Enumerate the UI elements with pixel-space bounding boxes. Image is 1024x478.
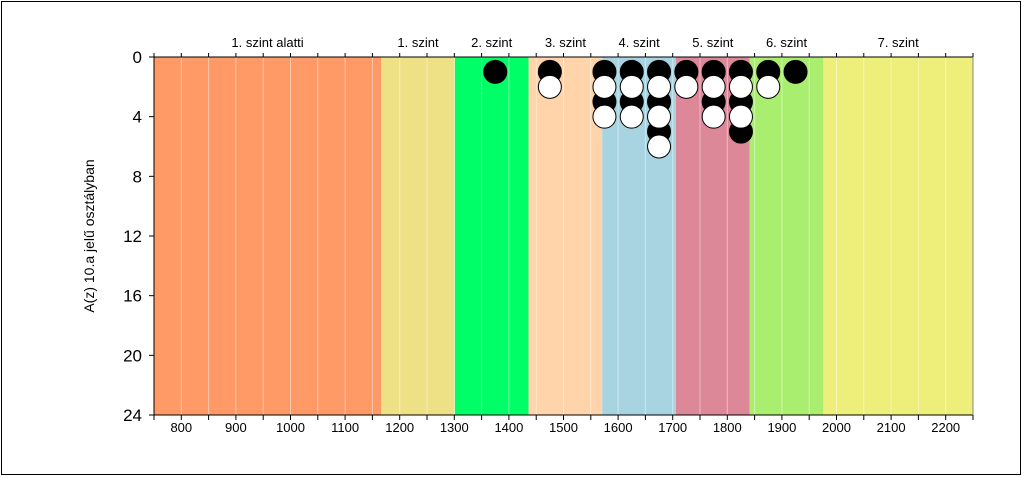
x-tick-label: 1400 — [494, 420, 523, 435]
data-point — [647, 74, 672, 99]
data-point — [728, 74, 753, 99]
y-tick-label: 20 — [123, 346, 142, 365]
x-tick-label: 2200 — [931, 420, 960, 435]
data-point — [592, 104, 617, 129]
y-axis-label: A(z) 10.a jelű osztályban — [81, 159, 97, 312]
x-tick-label: 2000 — [822, 420, 851, 435]
x-tick-label: 1600 — [604, 420, 633, 435]
level-label: 4. szint — [619, 35, 661, 50]
level-label: 1. szint alatti — [231, 35, 303, 50]
y-tick-label: 16 — [123, 287, 142, 306]
x-tick-label: 1900 — [767, 420, 796, 435]
x-tick-label: 900 — [225, 420, 247, 435]
data-point — [619, 74, 644, 99]
level-band-7 — [749, 57, 824, 415]
data-point — [701, 74, 726, 99]
axes — [149, 53, 974, 420]
x-tick-label: 1000 — [276, 420, 305, 435]
y-tick-label: 24 — [123, 406, 142, 425]
data-point — [537, 74, 562, 99]
level-band-8 — [823, 57, 973, 415]
data-point — [701, 104, 726, 129]
x-tick-label: 1500 — [549, 420, 578, 435]
data-point — [728, 104, 753, 129]
data-point — [592, 74, 617, 99]
data-points — [483, 59, 808, 159]
x-tick-labels: 800 900 1000 1100 1200 1300 1400 1500 1600 1700 18… — [170, 420, 960, 435]
data-point — [483, 59, 508, 84]
data-point — [674, 74, 699, 99]
y-tick-label: 0 — [133, 48, 142, 67]
level-label: 2. szint — [471, 35, 513, 50]
level-band-3 — [454, 57, 529, 415]
x-tick-label: 800 — [170, 420, 192, 435]
level-band-1 — [154, 57, 382, 415]
x-tick-label: 2100 — [877, 420, 906, 435]
y-tick-label: 4 — [133, 108, 142, 127]
y-tick-label: 12 — [123, 227, 142, 246]
y-tick-label: 8 — [133, 167, 142, 186]
x-tick-label: 1200 — [385, 420, 414, 435]
level-labels: 1. szint alatti 1. szint 2. szint 3. szint 4… — [231, 35, 919, 50]
level-label: 7. szint — [878, 35, 920, 50]
level-label: 5. szint — [692, 35, 734, 50]
level-label: 6. szint — [766, 35, 808, 50]
data-point — [647, 104, 672, 129]
x-tick-label: 1800 — [713, 420, 742, 435]
data-point — [647, 134, 672, 159]
x-tick-label: 1300 — [440, 420, 469, 435]
level-band-4 — [528, 57, 603, 415]
data-point — [619, 104, 644, 129]
data-point — [783, 59, 808, 84]
level-band-2 — [381, 57, 455, 415]
x-tick-label: 1100 — [331, 420, 359, 435]
x-tick-label: 1700 — [658, 420, 687, 435]
y-tick-labels: 0 4 8 12 16 20 24 — [123, 48, 142, 425]
vertical-gridlines — [180, 57, 974, 415]
level-label: 1. szint — [397, 35, 439, 50]
level-label: 3. szint — [545, 35, 587, 50]
data-point — [756, 74, 781, 99]
